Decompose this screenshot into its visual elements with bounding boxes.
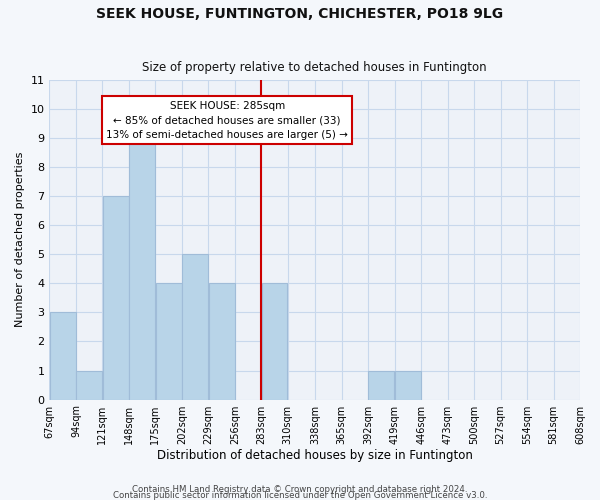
Bar <box>129 138 155 400</box>
Text: SEEK HOUSE, FUNTINGTON, CHICHESTER, PO18 9LG: SEEK HOUSE, FUNTINGTON, CHICHESTER, PO18… <box>97 8 503 22</box>
Text: Contains HM Land Registry data © Crown copyright and database right 2024.: Contains HM Land Registry data © Crown c… <box>132 486 468 494</box>
Bar <box>262 284 287 400</box>
Bar <box>209 284 235 400</box>
Bar <box>103 196 128 400</box>
Title: Size of property relative to detached houses in Funtington: Size of property relative to detached ho… <box>142 62 487 74</box>
X-axis label: Distribution of detached houses by size in Funtington: Distribution of detached houses by size … <box>157 450 473 462</box>
Text: SEEK HOUSE: 285sqm
← 85% of detached houses are smaller (33)
13% of semi-detache: SEEK HOUSE: 285sqm ← 85% of detached hou… <box>106 100 348 140</box>
Text: Contains public sector information licensed under the Open Government Licence v3: Contains public sector information licen… <box>113 492 487 500</box>
Bar <box>76 370 102 400</box>
Bar <box>155 284 182 400</box>
Y-axis label: Number of detached properties: Number of detached properties <box>15 152 25 328</box>
Bar <box>182 254 208 400</box>
Bar <box>50 312 76 400</box>
Bar <box>368 370 394 400</box>
Bar <box>395 370 421 400</box>
